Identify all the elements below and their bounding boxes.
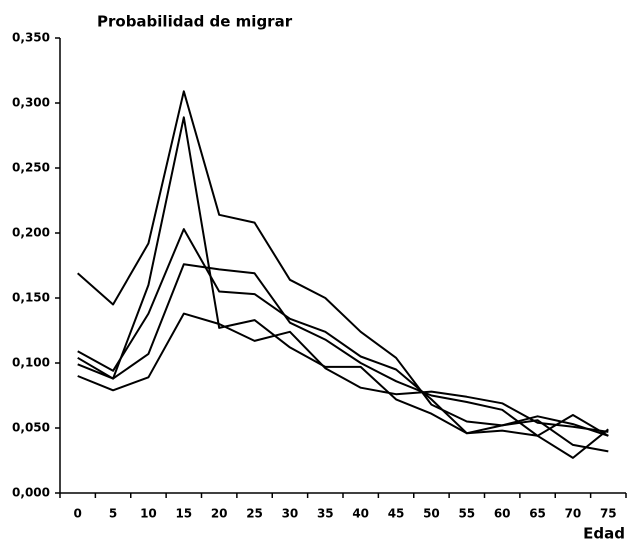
x-tick-label: 20 (211, 507, 228, 521)
series-line (77, 263, 609, 459)
x-tick-label: 0 (74, 507, 82, 521)
series-line (77, 116, 609, 437)
x-tick-label: 40 (352, 507, 369, 521)
y-tick-label: 0,300 (12, 96, 50, 110)
x-tick-label: 55 (458, 507, 475, 521)
x-tick-label: 70 (565, 507, 582, 521)
x-tick-label: 10 (140, 507, 157, 521)
series-line (77, 90, 609, 437)
chart-title: Probabilidad de migrar (97, 13, 293, 31)
x-tick-label: 65 (529, 507, 546, 521)
x-tick-label: 25 (246, 507, 263, 521)
x-tick-label: 15 (175, 507, 192, 521)
y-tick-label: 0,100 (12, 356, 50, 370)
y-tick-label: 0,350 (12, 31, 50, 45)
y-tick-label: 0,250 (12, 161, 50, 175)
y-tick-label: 0,000 (12, 486, 50, 500)
y-tick-label: 0,200 (12, 226, 50, 240)
series-line (77, 312, 609, 433)
y-tick-label: 0,050 (12, 421, 50, 435)
x-axis-label: Edad (583, 525, 625, 543)
x-tick-label: 5 (109, 507, 117, 521)
x-tick-label: 75 (600, 507, 617, 521)
x-tick-label: 45 (388, 507, 405, 521)
x-tick-label: 30 (282, 507, 299, 521)
x-tick-label: 60 (494, 507, 511, 521)
y-tick-label: 0,150 (12, 291, 50, 305)
x-tick-label: 50 (423, 507, 440, 521)
x-tick-label: 35 (317, 507, 334, 521)
